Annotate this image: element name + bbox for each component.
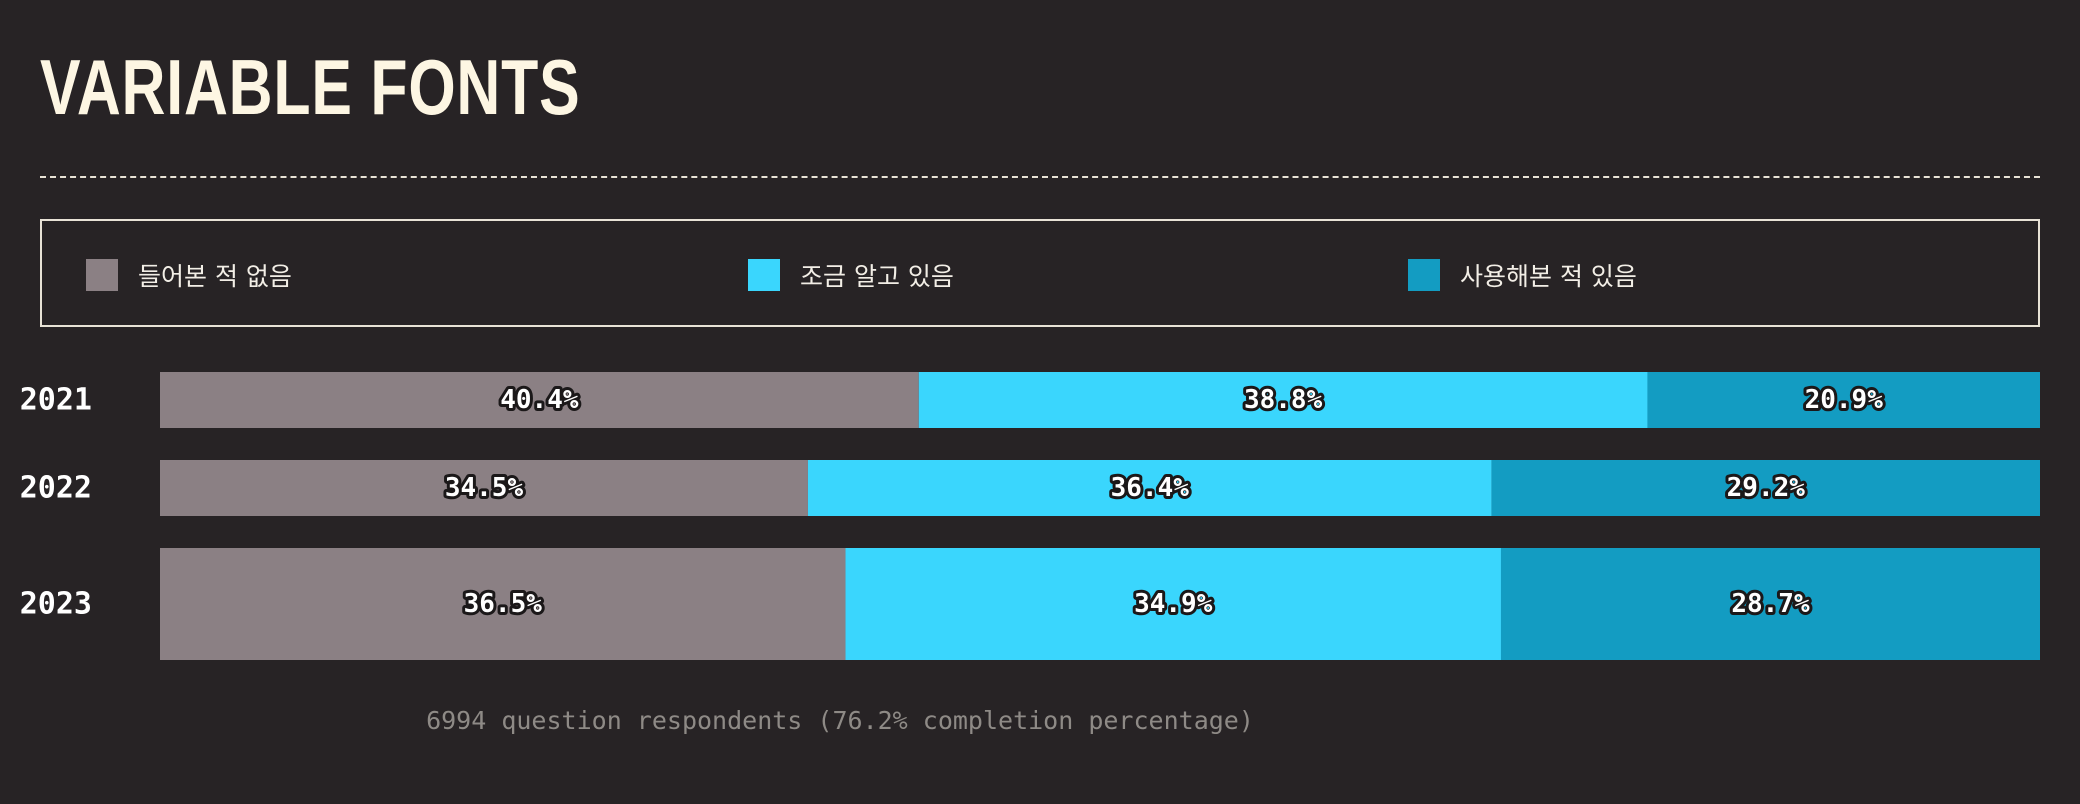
legend-item-never-heard[interactable]: 들어본 적 없음 <box>86 259 292 291</box>
value-label-2023-series-0: 36.5% <box>464 589 543 619</box>
value-label-2023-series-2: 28.7% <box>1731 589 1810 619</box>
legend-item-have-used[interactable]: 사용해본 적 있음 <box>1408 259 1637 291</box>
value-label-2022-series-0: 34.5% <box>445 473 524 503</box>
legend-label-have-used: 사용해본 적 있음 <box>1460 262 1637 291</box>
bar-segment-2023-series-0[interactable] <box>160 548 846 660</box>
legend-label-know-a-little: 조금 알고 있음 <box>800 262 954 291</box>
value-label-2021-series-0: 40.4% <box>500 385 579 415</box>
bar-segment-2021-series-0[interactable] <box>160 372 919 428</box>
legend-swatch-know-a-little <box>748 259 780 291</box>
legend-item-know-a-little[interactable]: 조금 알고 있음 <box>748 259 954 291</box>
bar-segment-2022-series-1[interactable] <box>807 460 1492 516</box>
respondents-footnote: 6994 question respondents (76.2% complet… <box>426 706 1254 735</box>
legend: 들어본 적 없음 조금 알고 있음 사용해본 적 있음 <box>40 219 2040 327</box>
year-label-2022: 2022 <box>20 471 92 506</box>
legend-swatch-never-heard <box>86 259 118 291</box>
bar-segment-2023-series-2[interactable] <box>1500 548 2040 660</box>
bar-segment-2021-series-1[interactable] <box>918 372 1648 428</box>
value-label-2023-series-1: 34.9% <box>1134 589 1213 619</box>
value-label-2021-series-2: 20.9% <box>1805 385 1884 415</box>
value-label-2022-series-2: 29.2% <box>1727 473 1806 503</box>
bar-segment-2023-series-1[interactable] <box>845 548 1501 660</box>
title-divider <box>40 176 2040 178</box>
bar-segment-2021-series-2[interactable] <box>1647 372 2040 428</box>
bar-segment-2022-series-2[interactable] <box>1491 460 2040 516</box>
legend-swatch-have-used <box>1408 259 1440 291</box>
value-label-2021-series-1: 38.8% <box>1244 385 1323 415</box>
value-label-2022-series-1: 36.4% <box>1111 473 1190 503</box>
chart-title: VARIABLE FONTS <box>40 43 581 131</box>
year-label-2021: 2021 <box>20 383 92 418</box>
legend-label-never-heard: 들어본 적 없음 <box>138 262 292 291</box>
year-label-2023: 2023 <box>20 587 92 622</box>
bar-segment-2022-series-0[interactable] <box>160 460 808 516</box>
